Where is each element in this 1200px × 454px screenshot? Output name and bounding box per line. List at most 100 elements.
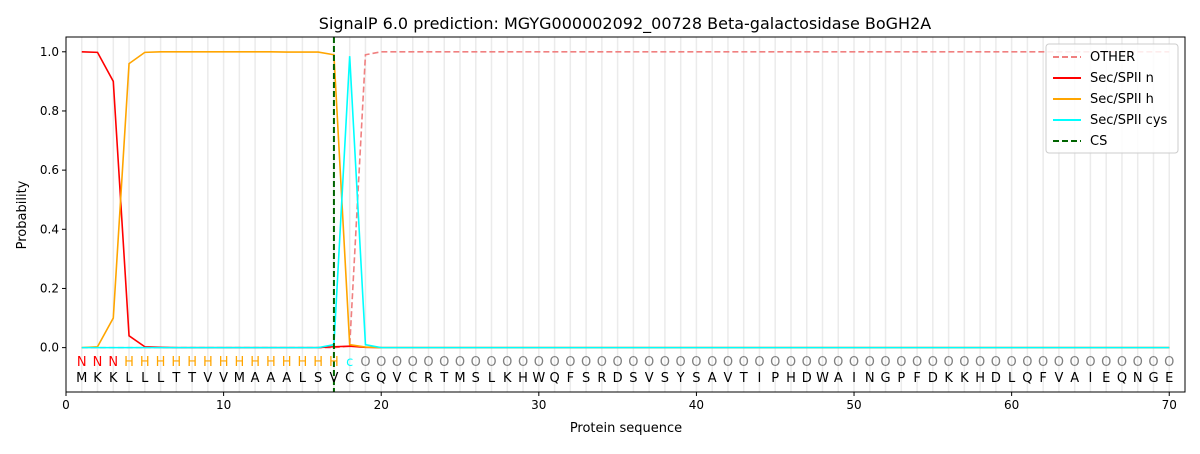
region-label: O: [565, 355, 575, 370]
region-label: O: [439, 355, 449, 370]
x-axis-label: Protein sequence: [570, 421, 682, 436]
region-label: H: [234, 355, 244, 370]
region-label: N: [77, 355, 87, 370]
residue-label: I: [852, 371, 856, 386]
residue-label: M: [234, 371, 245, 386]
region-label: O: [1101, 355, 1111, 370]
residue-label: H: [518, 371, 528, 386]
region-label: O: [739, 355, 749, 370]
region-label: O: [896, 355, 906, 370]
region-label: H: [187, 355, 197, 370]
series-line-other: [81, 50, 1170, 349]
residue-label: D: [991, 371, 1001, 386]
residue-label: V: [645, 371, 654, 386]
y-tick-label: 0.6: [40, 163, 59, 177]
region-label: O: [455, 355, 465, 370]
residue-label: Q: [376, 371, 386, 386]
region-label: O: [817, 355, 827, 370]
residue-label: T: [739, 371, 748, 386]
residue-label: L: [488, 371, 496, 386]
residue-label: Y: [676, 371, 685, 386]
x-tick-label: 10: [216, 398, 231, 412]
region-label: O: [502, 355, 512, 370]
x-tick-label: 30: [531, 398, 546, 412]
region-label: O: [754, 355, 764, 370]
region-label: O: [644, 355, 654, 370]
region-label: H: [329, 355, 339, 370]
residue-label: A: [1070, 371, 1079, 386]
residue-label: Q: [1117, 371, 1127, 386]
residue-label: V: [203, 371, 212, 386]
residue-label: K: [109, 371, 118, 386]
region-label: O: [518, 355, 528, 370]
plot-frame: [65, 36, 1186, 393]
legend-label: Sec/SPII h: [1090, 92, 1154, 107]
region-label: O: [691, 355, 701, 370]
legend-label: CS: [1090, 134, 1107, 149]
residue-label: A: [251, 371, 260, 386]
residue-label: F: [913, 371, 920, 386]
y-tick-label: 0.4: [40, 222, 59, 236]
residue-label: C: [345, 371, 354, 386]
residue-label: T: [171, 371, 180, 386]
region-label: O: [943, 355, 953, 370]
region-label: O: [1148, 355, 1158, 370]
residue-label: L: [1008, 371, 1016, 386]
residue-label: P: [771, 371, 779, 386]
residue-label: A: [282, 371, 291, 386]
region-label: O: [1038, 355, 1048, 370]
region-label: c: [346, 355, 353, 370]
residue-label: A: [834, 371, 843, 386]
residue-label: K: [960, 371, 969, 386]
region-label: H: [203, 355, 213, 370]
region-label: H: [140, 355, 150, 370]
region-label: O: [770, 355, 780, 370]
region-label: H: [156, 355, 166, 370]
region-label: O: [549, 355, 559, 370]
residue-label: D: [613, 371, 623, 386]
series-line-sec-spii-cys: [81, 56, 1170, 349]
residue-label: Q: [549, 371, 559, 386]
residue-label: L: [141, 371, 149, 386]
region-label: H: [171, 355, 181, 370]
residue-label: S: [661, 371, 669, 386]
y-axis-label: Probability: [15, 180, 30, 249]
series-line-sec-spii-n: [81, 50, 1170, 349]
residue-label: V: [723, 371, 732, 386]
x-tick-label: 50: [846, 398, 861, 412]
region-label: O: [376, 355, 386, 370]
region-label: H: [313, 355, 323, 370]
residue-label: M: [76, 371, 87, 386]
region-label: O: [975, 355, 985, 370]
region-label: O: [597, 355, 607, 370]
residue-label: L: [125, 371, 133, 386]
residue-label: S: [472, 371, 480, 386]
region-label: O: [959, 355, 969, 370]
chart-title: SignalP 6.0 prediction: MGYG000002092_00…: [319, 14, 931, 34]
y-tick-label: 0.0: [40, 341, 59, 355]
region-label: O: [1022, 355, 1032, 370]
x-tick-label: 40: [689, 398, 704, 412]
residue-label: L: [157, 371, 165, 386]
region-label: O: [581, 355, 591, 370]
region-label: O: [408, 355, 418, 370]
residue-label: F: [567, 371, 574, 386]
residue-label: E: [1165, 371, 1173, 386]
region-label: O: [1007, 355, 1017, 370]
residue-label: I: [1089, 371, 1093, 386]
residue-label: T: [187, 371, 196, 386]
region-label: O: [360, 355, 370, 370]
residue-label: K: [503, 371, 512, 386]
residue-label: D: [802, 371, 812, 386]
region-label: N: [108, 355, 118, 370]
region-label: H: [266, 355, 276, 370]
region-label: O: [912, 355, 922, 370]
region-label: O: [880, 355, 890, 370]
legend-label: Sec/SPII n: [1090, 71, 1154, 86]
region-label: N: [93, 355, 103, 370]
residue-label: P: [897, 371, 905, 386]
residue-label: N: [1133, 371, 1143, 386]
region-label: O: [833, 355, 843, 370]
residue-label: V: [393, 371, 402, 386]
